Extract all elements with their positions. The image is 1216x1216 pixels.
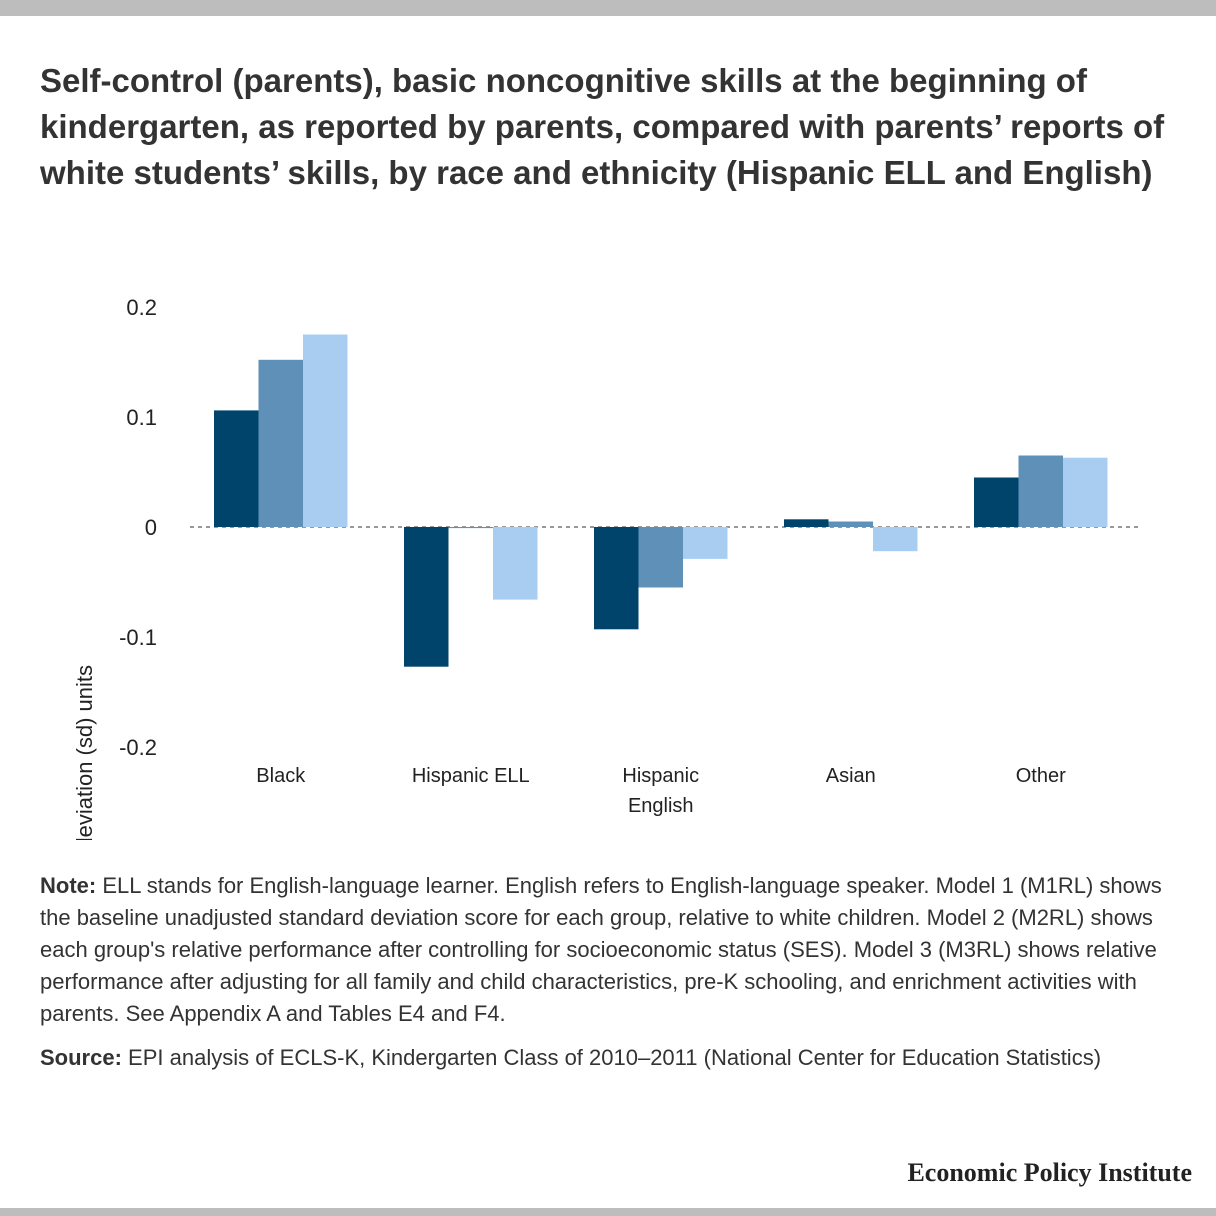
bottom-border xyxy=(0,1208,1216,1216)
bar xyxy=(303,334,348,527)
bar xyxy=(258,359,303,527)
bar xyxy=(214,410,259,527)
bar xyxy=(828,521,873,527)
bar xyxy=(784,519,829,527)
y-tick-label: -0.2 xyxy=(119,735,157,760)
bar xyxy=(974,477,1019,527)
note-label: Note: xyxy=(40,873,97,898)
bar xyxy=(1063,457,1108,527)
bar-chart: 0.2 0.1 0 -0.1 -0.2 Black Hispanic ELL Hispani… xyxy=(72,295,1138,840)
y-axis-label: Standard deviation (sd) units xyxy=(72,665,97,840)
x-tick-label: Black xyxy=(256,765,306,787)
y-tick-label: 0.1 xyxy=(126,405,157,430)
source: Source: EPI analysis of ECLS-K, Kinderga… xyxy=(40,1042,1180,1074)
bar xyxy=(594,527,639,630)
chart-title: Self-control (parents), basic noncogniti… xyxy=(40,62,1165,191)
notes: Note: ELL stands for English-language le… xyxy=(40,870,1180,1086)
bars xyxy=(214,334,1108,667)
top-border xyxy=(0,0,1216,16)
y-tick-label: 0.2 xyxy=(126,295,157,320)
note-text: ELL stands for English-language learner.… xyxy=(40,873,1162,1026)
x-tick-label: Other xyxy=(1016,765,1066,787)
x-tick-label: Hispanic xyxy=(622,765,699,787)
bar xyxy=(448,527,493,529)
brand-logo: Economic Policy Institute xyxy=(907,1158,1192,1187)
y-tick-label: 0 xyxy=(145,515,157,540)
bar xyxy=(683,527,728,559)
x-tick-label: English xyxy=(628,795,694,817)
source-label: Source: xyxy=(40,1045,122,1070)
y-axis: 0.2 0.1 0 -0.1 -0.2 xyxy=(119,295,157,760)
y-tick-label: -0.1 xyxy=(119,625,157,650)
bar xyxy=(873,527,918,552)
x-tick-label: Asian xyxy=(826,765,876,787)
source-text: EPI analysis of ECLS-K, Kindergarten Cla… xyxy=(121,1045,1102,1070)
bar xyxy=(1018,455,1063,527)
note: Note: ELL stands for English-language le… xyxy=(40,870,1180,1030)
x-tick-label: Hispanic ELL xyxy=(412,765,530,787)
bar xyxy=(638,527,683,588)
bar xyxy=(493,527,538,600)
x-axis: Black Hispanic ELL Hispanic English Asian Oth… xyxy=(256,765,1066,817)
bar xyxy=(404,527,449,667)
